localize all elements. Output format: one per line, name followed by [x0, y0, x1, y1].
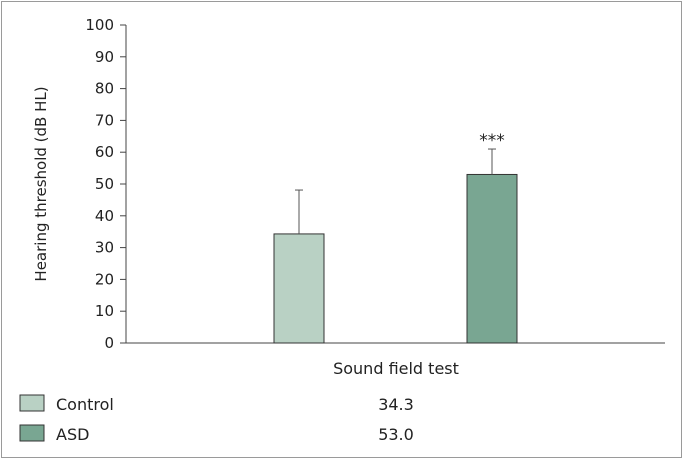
y-tick-label: 40: [95, 207, 114, 225]
y-tick-label: 70: [95, 111, 114, 129]
y-tick-label: 10: [95, 302, 114, 320]
legend: Control 34.3 ASD 53.0: [19, 394, 414, 444]
y-tick-label: 0: [104, 334, 114, 352]
x-axis-title: Sound field test: [333, 359, 459, 378]
bar-control: [273, 233, 325, 344]
y-axis-ticks: 0 10 20 30 40 50 60 70 80 90 100: [85, 16, 126, 352]
y-tick-label: 50: [95, 175, 114, 193]
bar-asd: [466, 173, 518, 344]
y-axis-title: Hearing threshold (dB HL): [32, 86, 50, 281]
legend-swatch-asd: [19, 424, 45, 442]
y-tick-label: 20: [95, 270, 114, 288]
legend-value-asd: 53.0: [378, 425, 414, 444]
bars-group: ***: [273, 131, 518, 344]
legend-value-control: 34.3: [378, 395, 414, 414]
legend-label-asd: ASD: [56, 425, 89, 444]
y-tick-label: 60: [95, 143, 114, 161]
y-tick-label: 30: [95, 239, 114, 257]
significance-label: ***: [479, 131, 505, 151]
legend-swatch-control: [19, 394, 45, 412]
y-tick-label: 90: [95, 48, 114, 66]
y-tick-label: 100: [85, 16, 114, 34]
legend-label-control: Control: [56, 395, 114, 414]
y-tick-label: 80: [95, 80, 114, 98]
